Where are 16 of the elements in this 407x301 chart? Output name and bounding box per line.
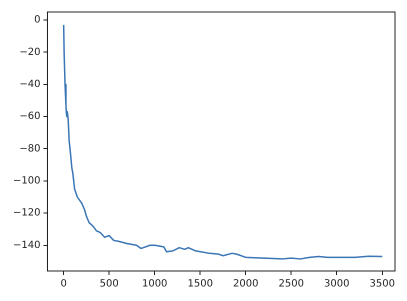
y-tick-label: −20 — [19, 46, 40, 58]
x-tick-label: 1000 — [142, 278, 168, 290]
x-tick-label: 2500 — [278, 278, 304, 290]
x-tick-label: 1500 — [187, 278, 213, 290]
y-tick-label: 0 — [34, 14, 40, 26]
x-tick-label: 500 — [100, 278, 119, 290]
y-tick-label: −40 — [19, 78, 40, 90]
y-tick-label: −100 — [12, 176, 40, 187]
y-tick-label: −140 — [12, 240, 40, 251]
y-tick-label: −120 — [12, 208, 40, 219]
y-tick-label: −80 — [19, 143, 40, 154]
y-tick-label: −60 — [19, 111, 40, 122]
x-tick-label: 2000 — [232, 278, 258, 290]
x-tick-label: 3500 — [370, 278, 395, 290]
x-tick-label: 3000 — [324, 278, 350, 290]
x-tick-label: 0 — [60, 278, 67, 290]
